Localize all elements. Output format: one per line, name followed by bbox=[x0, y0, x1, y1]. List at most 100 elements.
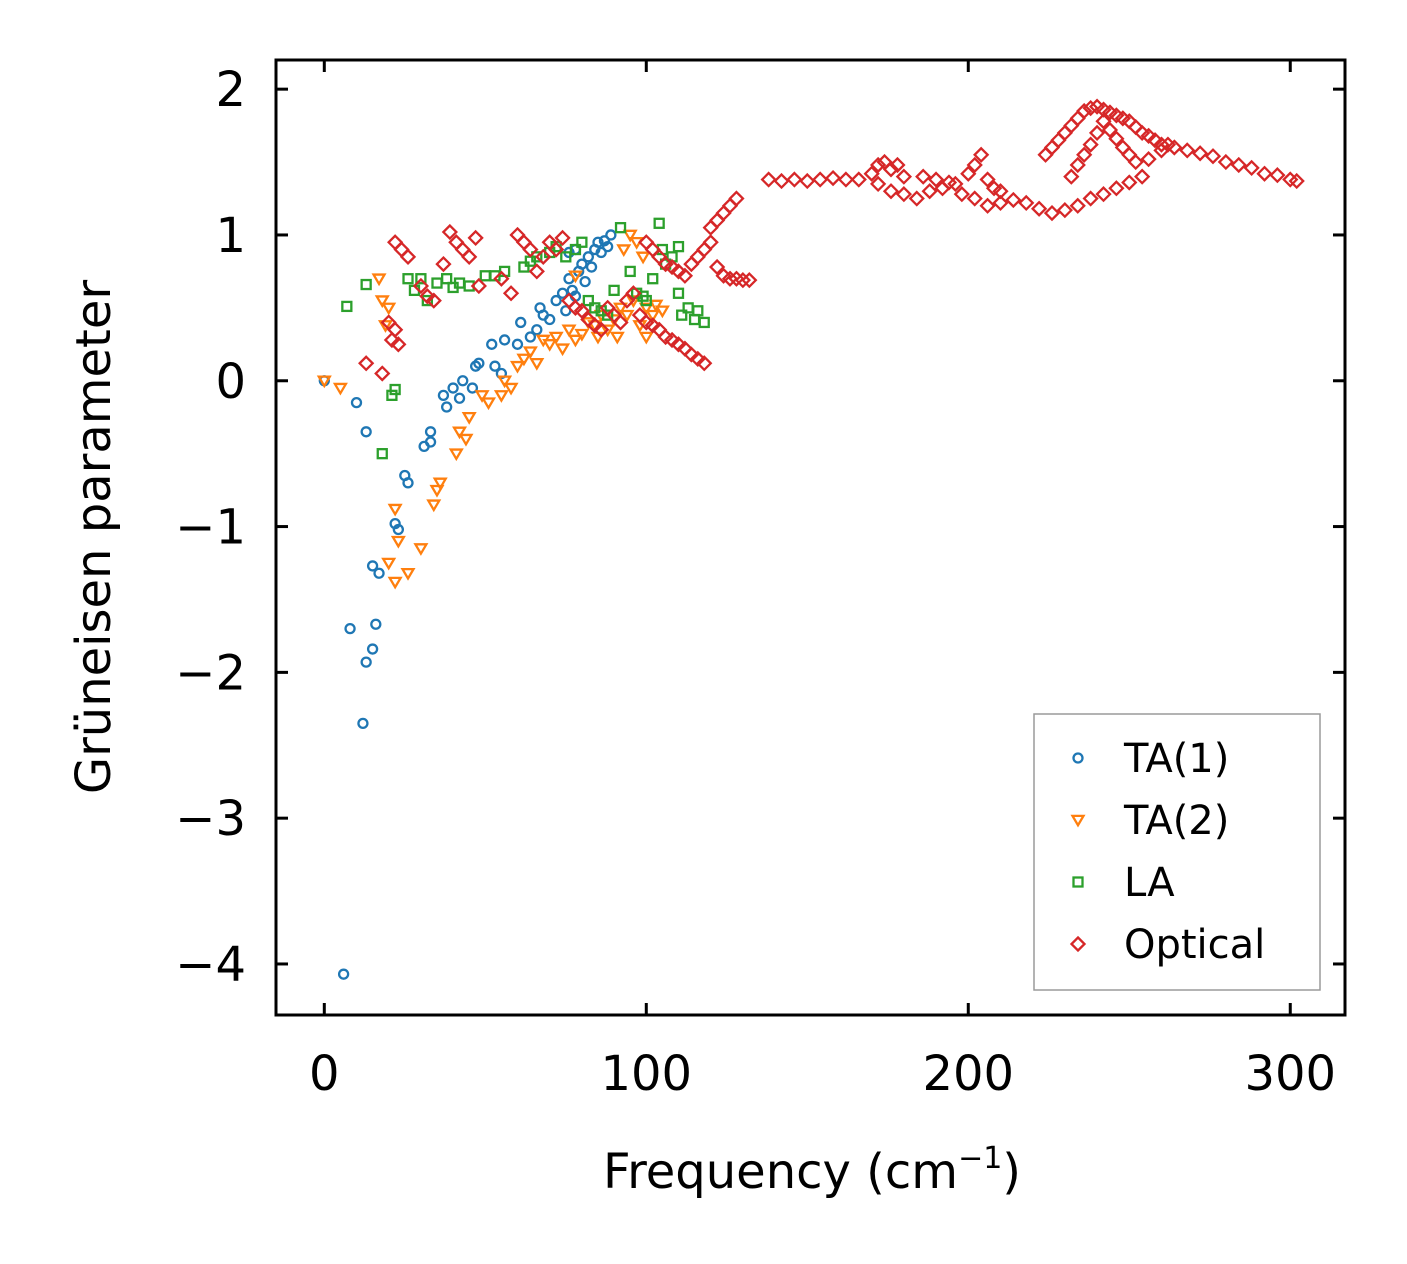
data-point bbox=[1088, 124, 1106, 142]
data-point bbox=[592, 236, 604, 248]
data-point bbox=[515, 316, 527, 329]
data-point bbox=[850, 171, 867, 188]
data-point bbox=[721, 270, 739, 287]
data-point bbox=[696, 355, 713, 372]
data-point bbox=[421, 294, 433, 307]
data-point bbox=[973, 146, 990, 163]
data-point bbox=[622, 229, 638, 243]
data-point bbox=[1108, 130, 1125, 147]
data-point bbox=[511, 338, 524, 350]
data-point bbox=[1095, 186, 1112, 203]
y-axis-label: Grüneisen parameter bbox=[66, 280, 122, 795]
data-point bbox=[371, 273, 387, 287]
series-optical bbox=[358, 98, 1305, 382]
data-point bbox=[702, 219, 719, 236]
data-point bbox=[424, 426, 437, 438]
data-point bbox=[453, 392, 466, 404]
data-point bbox=[390, 336, 407, 353]
data-point bbox=[670, 336, 687, 353]
y-tick-label: −4 bbox=[175, 937, 246, 993]
x-tick-label: 0 bbox=[309, 1046, 340, 1102]
data-point bbox=[497, 375, 513, 389]
data-point bbox=[402, 477, 414, 489]
x-tick-label: 300 bbox=[1244, 1046, 1336, 1102]
data-point bbox=[528, 263, 545, 280]
y-tick-label: −3 bbox=[175, 791, 246, 847]
data-point bbox=[1056, 202, 1073, 219]
data-point bbox=[493, 270, 510, 287]
data-point bbox=[940, 174, 958, 191]
data-point bbox=[389, 383, 401, 396]
data-point bbox=[708, 212, 726, 229]
data-point bbox=[1134, 168, 1151, 185]
data-point bbox=[387, 576, 403, 590]
data-point bbox=[360, 426, 372, 438]
data-point bbox=[479, 270, 491, 282]
data-point bbox=[424, 436, 437, 448]
data-point bbox=[908, 190, 925, 207]
y-tick-label: 0 bbox=[215, 354, 246, 410]
data-point bbox=[635, 251, 651, 265]
data-point bbox=[560, 251, 572, 263]
data-point bbox=[429, 484, 445, 498]
data-point bbox=[387, 503, 403, 517]
data-point bbox=[741, 272, 758, 289]
data-point bbox=[676, 267, 694, 284]
data-point bbox=[1101, 121, 1119, 139]
data-point bbox=[522, 241, 539, 258]
data-point bbox=[1050, 132, 1067, 149]
data-point bbox=[1121, 146, 1138, 163]
x-tick-label: 100 bbox=[600, 1046, 692, 1102]
data-point bbox=[663, 331, 681, 349]
data-point bbox=[1217, 153, 1234, 171]
data-point bbox=[1069, 156, 1086, 174]
data-point bbox=[869, 156, 887, 174]
legend-label: LA bbox=[1124, 860, 1175, 906]
data-point bbox=[1127, 153, 1144, 171]
data-point bbox=[387, 234, 404, 251]
data-point bbox=[554, 229, 571, 247]
data-point bbox=[495, 367, 508, 380]
data-point bbox=[493, 390, 509, 403]
legend-label: TA(1) bbox=[1123, 736, 1229, 782]
data-point bbox=[1108, 180, 1125, 197]
data-point bbox=[548, 331, 564, 345]
data-point bbox=[653, 217, 665, 229]
legend-label: TA(2) bbox=[1123, 798, 1229, 844]
data-point bbox=[625, 295, 641, 309]
data-point bbox=[619, 309, 635, 323]
data-point bbox=[576, 236, 588, 248]
data-point bbox=[574, 328, 590, 342]
data-point bbox=[461, 411, 477, 425]
data-point bbox=[625, 285, 642, 302]
data-point bbox=[419, 288, 436, 305]
data-point bbox=[979, 171, 996, 188]
data-point bbox=[337, 968, 350, 980]
y-tick-label: 1 bbox=[215, 208, 246, 264]
data-point bbox=[489, 360, 501, 372]
data-point bbox=[613, 302, 629, 316]
data-point bbox=[1063, 168, 1080, 185]
data-point bbox=[518, 261, 530, 273]
data-point bbox=[1095, 113, 1112, 130]
data-point bbox=[412, 277, 430, 295]
data-point bbox=[1179, 142, 1196, 159]
data-point bbox=[458, 433, 474, 447]
data-point bbox=[474, 390, 490, 403]
data-point bbox=[392, 523, 405, 536]
data-point bbox=[509, 226, 526, 244]
data-point bbox=[921, 183, 938, 200]
data-point bbox=[1153, 136, 1170, 153]
data-point bbox=[1082, 99, 1099, 117]
data-point bbox=[498, 334, 511, 346]
data-point bbox=[531, 324, 543, 336]
data-point bbox=[542, 339, 558, 352]
data-point bbox=[1043, 139, 1061, 156]
data-point bbox=[683, 255, 700, 273]
data-point bbox=[561, 324, 577, 338]
legend-label: Optical bbox=[1124, 922, 1265, 968]
data-point bbox=[515, 234, 533, 251]
y-tick-label: −1 bbox=[175, 500, 246, 556]
data-point bbox=[647, 273, 659, 285]
